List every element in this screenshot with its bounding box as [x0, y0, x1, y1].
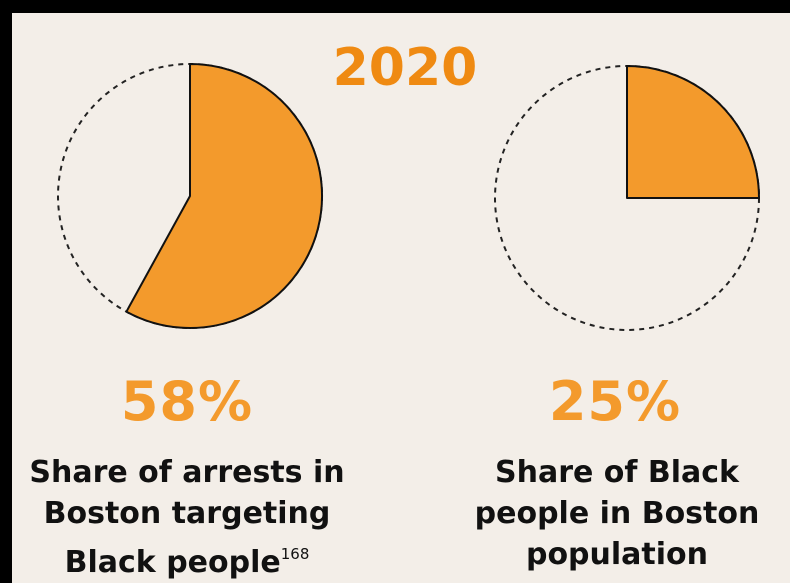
arrests-percent-label: 58%: [120, 370, 254, 433]
footnote-marker: 168: [280, 545, 310, 563]
arrests-caption-line-3-text: Black people: [64, 545, 281, 580]
population-caption-line-2: people in Boston: [474, 496, 760, 531]
population-caption: Share of Black people in Boston populati…: [437, 452, 790, 575]
population-caption-line-1: Share of Black: [494, 455, 740, 490]
arrests-caption-line-2: Boston targeting: [43, 496, 331, 531]
arrests-caption-line-1: Share of arrests in: [29, 455, 345, 490]
pie-slice: [626, 65, 760, 199]
population-caption-line-3: population: [525, 537, 709, 572]
pie-chart-population: [494, 65, 760, 331]
pie-slice: [125, 63, 324, 329]
year-title: 2020: [332, 38, 478, 98]
population-percent-label: 25%: [548, 370, 682, 433]
arrests-caption-line-3: Black people168: [7, 534, 367, 583]
pie-chart-arrests: [57, 63, 324, 329]
arrests-caption: Share of arrests in Boston targeting Bla…: [7, 452, 367, 583]
